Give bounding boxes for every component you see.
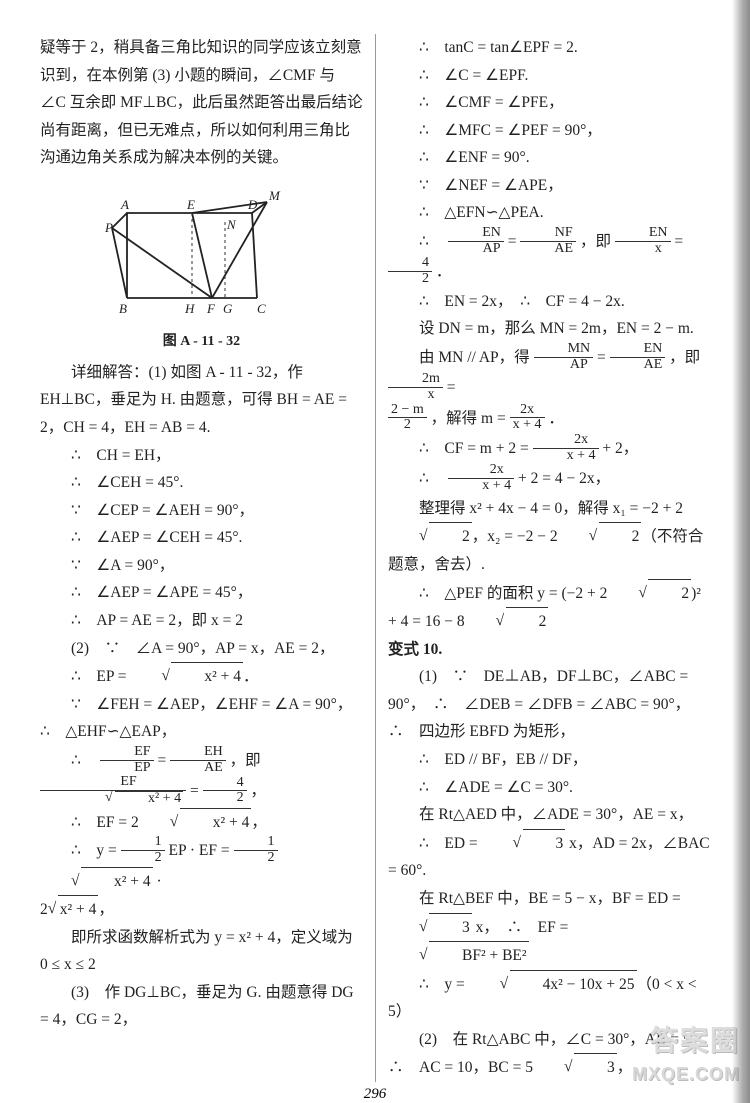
frac: 42 — [203, 776, 247, 806]
watermark-top: 答案圈 — [650, 1019, 740, 1059]
l13: ∴ y = 12 EP · EF = 12 x² + 4 · — [40, 836, 363, 895]
r17: (1) ∵ DE⊥AB，DF⊥BC，∠ABC = 90°， ∴ ∠DEB = ∠… — [388, 663, 710, 746]
r15: 整理得 x² + 4x − 4 = 0，解得 x₁ = −2 + 22，x₂ =… — [388, 495, 710, 579]
frac: EFx² + 4 — [40, 775, 186, 806]
r9: ∴ EN = 2x， ∴ CF = 4 − 2x. — [388, 288, 710, 316]
t: ∴ EP = — [71, 668, 130, 685]
pt-H: H — [184, 301, 195, 316]
pt-C: C — [257, 301, 266, 316]
r20: 在 Rt△AED 中，∠ADE = 30°，AE = x， — [388, 801, 710, 829]
t: = — [190, 783, 203, 800]
l9a: (2) ∵ ∠A = 90°，AP = x，AE = 2， — [40, 635, 363, 663]
pt-G: G — [223, 301, 233, 316]
r4: ∴ ∠MFC = ∠PEF = 90°， — [388, 117, 710, 145]
sqrt: x² + 4 — [130, 662, 243, 691]
r22: 在 Rt△BEF 中，BE = 5 − x，BF = ED = 3 x， ∴ E… — [388, 885, 710, 970]
geometry-svg: A P B E D M N H F G C — [97, 178, 307, 328]
l11: ∴ EFEP = EHAE ，即 EFx² + 4 = 42 ， — [40, 746, 363, 808]
columns: 疑等于 2，稍具备三角比知识的同学应该立刻意识到，在本例第 (3) 小题的瞬间，… — [40, 34, 710, 1082]
t: ， — [251, 814, 267, 831]
r5: ∴ ∠ENF = 90°. — [388, 144, 710, 172]
r6: ∵ ∠NEF = ∠APE， — [388, 172, 710, 200]
figure-a-11-32: A P B E D M N H F G C 图 A - 11 - 32 — [40, 178, 363, 355]
t: ∴ EF = 2 — [71, 814, 139, 831]
right-column: ∴ tanC = tan∠EPF = 2. ∴ ∠C = ∠EPF. ∴ ∠CM… — [375, 34, 710, 1082]
l16: (3) 作 DG⊥BC，垂足为 G. 由题意得 DG = 4，CG = 2， — [40, 979, 363, 1034]
l6: ∵ ∠A = 90°， — [40, 552, 363, 580]
page-number: 296 — [40, 1086, 710, 1103]
r18: ∴ ED // BF，EB // DF， — [388, 746, 710, 774]
l3: ∴ ∠CEH = 45°. — [40, 469, 363, 497]
t: ． — [243, 668, 259, 685]
l7: ∴ ∠AEP = ∠APE = 45°， — [40, 579, 363, 607]
pt-M: M — [268, 188, 281, 203]
page: 疑等于 2，稍具备三角比知识的同学应该立刻意识到，在本例第 (3) 小题的瞬间，… — [0, 0, 750, 1103]
pt-P: P — [104, 220, 113, 235]
r7: ∴ △EFN∽△PEA. — [388, 199, 710, 227]
pt-F: F — [206, 301, 216, 316]
r11: 由 MN // AP，得 MNAP = ENAE ，即 2mx = — [388, 343, 710, 404]
l9b: ∴ EP = x² + 4． — [40, 662, 363, 691]
r8: ∴ ENAP = NFAE ，即 ENx = 42 ． — [388, 227, 710, 288]
t: 2 — [40, 901, 48, 918]
t: ，即 — [230, 752, 261, 769]
sol-1: 详细解答：(1) 如图 A - 11 - 32，作 EH⊥BC，垂足为 H. 由… — [40, 359, 363, 442]
t: EP · EF = — [168, 842, 233, 859]
pt-E: E — [186, 197, 195, 212]
t: ∴ — [71, 752, 96, 769]
r23: ∴ y = 4x² − 10x + 25（0 < x < 5） — [388, 970, 710, 1026]
figure-label: 图 A - 11 - 32 — [163, 330, 240, 355]
watermark-bottom: MXQE.COM — [632, 1064, 740, 1085]
r14: ∴ 2xx + 4 + 2 = 4 − 2x， — [388, 464, 710, 494]
l14: 2x² + 4， — [40, 895, 363, 924]
pt-B: B — [119, 301, 127, 316]
l15: 即所求函数解析式为 y = x² + 4，定义域为 0 ≤ x ≤ 2 — [40, 924, 363, 979]
r3: ∴ ∠CMF = ∠PFE， — [388, 89, 710, 117]
frac: EFEP — [100, 745, 153, 775]
r21: ∴ ED = 3 x，AD = 2x，∠BAC = 60°. — [388, 829, 710, 885]
variant-10: 变式 10. — [388, 636, 710, 664]
l2: ∴ CH = EH， — [40, 442, 363, 470]
r12: 2 − m2 ，解得 m = 2xx + 4 ． — [388, 404, 710, 434]
pt-A: A — [120, 197, 129, 212]
t: ， — [250, 783, 266, 800]
pt-D: D — [247, 197, 258, 212]
pt-N: N — [226, 217, 237, 232]
t: = — [157, 752, 170, 769]
l8: ∴ AP = AE = 2，即 x = 2 — [40, 607, 363, 635]
frac: EHAE — [170, 745, 226, 775]
t: · — [157, 873, 162, 890]
t: ， — [98, 901, 114, 918]
scan-edge — [732, 0, 750, 1103]
intro-text: 疑等于 2，稍具备三角比知识的同学应该立刻意识到，在本例第 (3) 小题的瞬间，… — [40, 34, 363, 172]
r13: ∴ CF = m + 2 = 2xx + 4 + 2， — [388, 434, 710, 464]
r10: 设 DN = m，那么 MN = 2m，EN = 2 − m. — [388, 315, 710, 343]
r1: ∴ tanC = tan∠EPF = 2. — [388, 34, 710, 62]
r2: ∴ ∠C = ∠EPF. — [388, 62, 710, 90]
l5: ∴ ∠AEP = ∠CEH = 45°. — [40, 524, 363, 552]
r19: ∴ ∠ADE = ∠C = 30°. — [388, 774, 710, 802]
r16: ∴ △PEF 的面积 y = (−2 + 22)² + 4 = 16 − 82 — [388, 579, 710, 636]
l4: ∵ ∠CEP = ∠AEH = 90°， — [40, 497, 363, 525]
l10: ∵ ∠FEH = ∠AEP，∠EHF = ∠A = 90°， ∴ △EHF∽△E… — [40, 691, 363, 746]
l12: ∴ EF = 2x² + 4， — [40, 808, 363, 837]
t: ∴ y = — [71, 842, 121, 859]
left-column: 疑等于 2，稍具备三角比知识的同学应该立刻意识到，在本例第 (3) 小题的瞬间，… — [40, 34, 375, 1082]
